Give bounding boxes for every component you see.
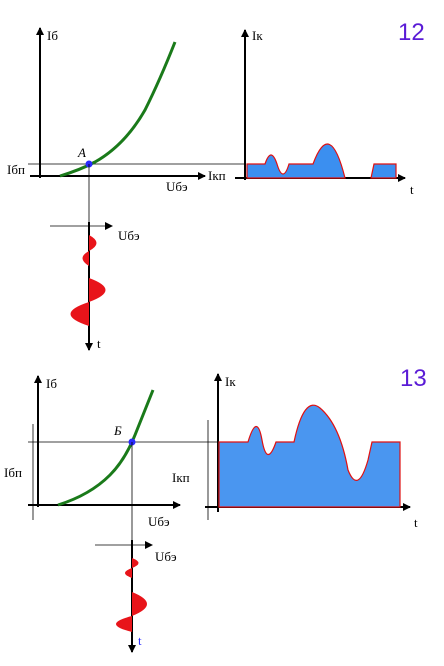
bias-label: Iбп xyxy=(7,162,25,177)
y-label: Iб xyxy=(46,376,57,391)
time-label: t xyxy=(138,633,142,648)
signal-wave xyxy=(116,558,147,632)
output-current xyxy=(218,404,401,508)
point-label: A xyxy=(77,145,86,160)
bias-label: Iкп xyxy=(172,470,190,485)
x-label: t xyxy=(414,515,418,530)
output-current xyxy=(246,143,397,179)
panel-number: 12 xyxy=(398,19,425,46)
panel-12: 12 Iб Uбэ Iбп A Uбэ t Iк t Iкп xyxy=(7,19,425,351)
x-label: Uбэ xyxy=(148,514,170,529)
x-label: Uбэ xyxy=(166,179,188,194)
input-curve xyxy=(59,41,177,178)
y-label: Iб xyxy=(47,28,58,43)
signal-wave xyxy=(70,235,106,326)
signal-label: Uбэ xyxy=(155,549,177,564)
bias-label: Iбп xyxy=(4,465,22,480)
y-label: Iк xyxy=(252,28,263,43)
panel-number: 13 xyxy=(400,365,427,392)
y-label: Iк xyxy=(225,374,236,389)
point-label: Б xyxy=(113,423,122,438)
time-label: t xyxy=(97,336,101,351)
x-label: t xyxy=(410,182,414,197)
panel-13: 13 Iб Uбэ Iбп Б Uбэ t Iк t Iкп xyxy=(4,365,427,653)
signal-label: Uбэ xyxy=(118,228,140,243)
input-curve xyxy=(57,389,155,507)
bias-label: Iкп xyxy=(208,168,226,183)
